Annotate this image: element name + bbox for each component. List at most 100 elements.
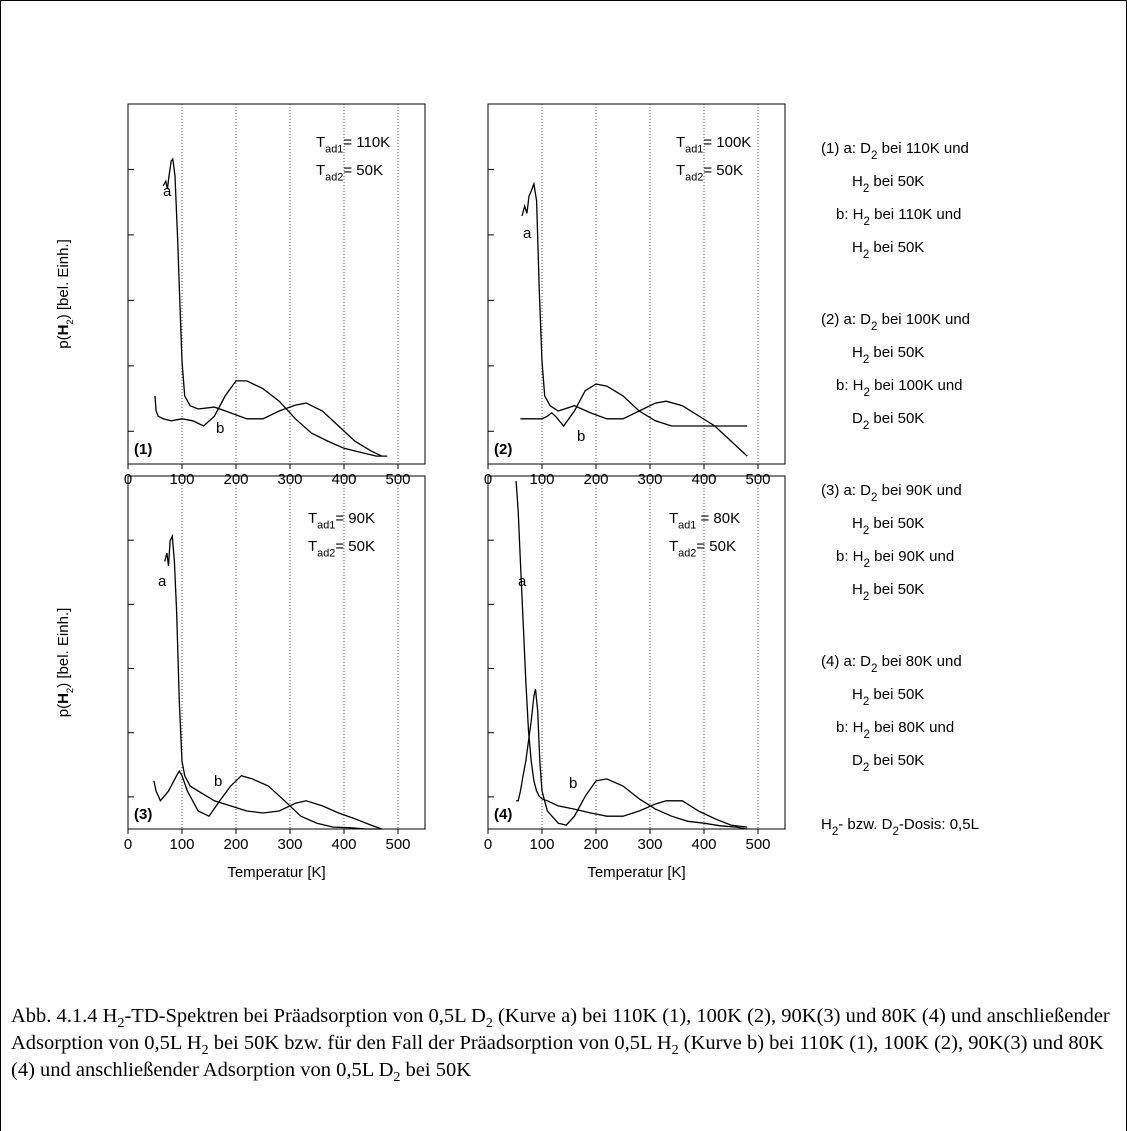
text-run: 2 [863, 696, 869, 708]
text-run: H [55, 325, 72, 336]
curve [521, 181, 748, 457]
text-run: bei 90K und [870, 548, 954, 565]
text-run: ad1 [325, 144, 343, 156]
x-tick-label: 300 [637, 836, 662, 853]
annotation: Tad2= 50K [308, 538, 375, 560]
text-run: ad1 [678, 520, 696, 532]
legend-line: H2 bei 50K [852, 581, 924, 603]
text-run: bei 80K und [870, 719, 954, 736]
text-run: 2 [65, 319, 76, 324]
text-run: T [676, 162, 685, 179]
x-tick-label: 100 [169, 836, 194, 853]
curve-label: b [214, 773, 222, 790]
plot-frame [487, 475, 786, 830]
annotation: Tad2= 50K [316, 162, 383, 184]
text-run: T [308, 510, 317, 527]
text-run: H [55, 693, 72, 704]
legend-line: (1) a: D2 bei 110K und [821, 140, 969, 162]
text-run: = 50K [335, 538, 375, 555]
legend-line: b: H2 bei 100K und [836, 377, 963, 399]
plot-frame [127, 103, 426, 465]
panel-label: (1) [134, 441, 152, 458]
text-run: 2 [864, 558, 870, 570]
curve-label: a [518, 573, 527, 590]
text-run: bei 80K und [877, 653, 961, 670]
x-axis-label: Temperatur [K] [587, 864, 685, 881]
plot-frame [487, 103, 786, 465]
text-run: 2 [863, 249, 869, 261]
x-tick-label: 400 [331, 836, 356, 853]
text-run: T [316, 134, 325, 151]
text-run: ad2 [317, 548, 335, 560]
annotation: Tad1= 100K [676, 134, 751, 156]
curve [154, 380, 388, 457]
y-axis-label: p(H2) [bel. Einh.] [55, 608, 76, 718]
curve-label: b [216, 420, 224, 437]
text-run: 2 [871, 663, 877, 675]
text-run: 2 [864, 387, 870, 399]
text-run: ) [bel. Einh.] [55, 608, 72, 688]
text-run: p( [55, 704, 72, 717]
text-run: = 50K [343, 162, 383, 179]
text-run: 2 [871, 150, 877, 162]
x-tick-label: 300 [277, 836, 302, 853]
text-run: H [852, 173, 863, 190]
curve-label: a [163, 183, 172, 200]
text-run: p( [55, 335, 72, 348]
caption-run: 2 [485, 1016, 493, 1032]
caption-run: 2 [117, 1016, 125, 1032]
legend-line: (4) a: D2 bei 80K und [821, 653, 962, 675]
text-run: 2 [863, 762, 869, 774]
text-run: b: H [836, 719, 864, 736]
text-run: bei 50K [869, 686, 924, 703]
y-axis-label: p(H2) [bel. Einh.] [55, 239, 76, 349]
text-run: 2 [864, 216, 870, 228]
text-run: bei 50K [869, 173, 924, 190]
text-run: (2) a: D [821, 311, 871, 328]
text-run: bei 50K [869, 515, 924, 532]
text-run: 2 [863, 354, 869, 366]
curve [153, 769, 382, 830]
curve-label: a [158, 573, 167, 590]
text-run: 2 [863, 420, 869, 432]
text-run: ad1 [685, 144, 703, 156]
text-run: bei 50K [869, 239, 924, 256]
text-run: bei 100K und [870, 377, 963, 394]
panel-label: (4) [494, 806, 512, 823]
text-run: ad1 [317, 520, 335, 532]
text-run: ad2 [325, 172, 343, 184]
text-run: H [852, 581, 863, 598]
caption-run: (Kurve a) bei 110K (1), 100K (2), 90K(3)… [11, 1005, 1110, 1054]
x-tick-label: 0 [124, 836, 132, 853]
curve [516, 688, 748, 830]
text-run: 2 [863, 525, 869, 537]
annotation: Tad2= 50K [669, 538, 736, 560]
curve-label: a [523, 225, 532, 242]
text-run: = 90K [335, 510, 375, 527]
text-run: = 80K [696, 510, 740, 527]
text-run: bei 110K und [877, 140, 968, 157]
text-run: 2 [832, 826, 838, 838]
text-run: bei 90K und [877, 482, 961, 499]
panel-label: (2) [494, 441, 512, 458]
legend-line: H2 bei 50K [852, 173, 924, 195]
caption-run: -TD-Spektren bei Präadsorption von 0,5L … [124, 1005, 486, 1027]
text-run: ad2 [685, 172, 703, 184]
x-tick-label: 500 [385, 836, 410, 853]
curve-label: b [569, 775, 577, 792]
text-run: 2 [892, 826, 898, 838]
text-run: bei 110K und [870, 206, 961, 223]
text-run: H [852, 344, 863, 361]
text-run: 2 [863, 591, 869, 603]
text-run: = 110K [343, 134, 390, 151]
annotation: Tad1 = 80K [669, 510, 740, 532]
text-run: = 50K [703, 162, 743, 179]
x-tick-label: 0 [484, 836, 492, 853]
x-axis-label: Temperatur [K] [227, 864, 325, 881]
text-run: T [308, 538, 317, 555]
text-run: = 50K [696, 538, 736, 555]
caption-run: 2 [671, 1043, 679, 1059]
x-tick-label: 400 [691, 836, 716, 853]
